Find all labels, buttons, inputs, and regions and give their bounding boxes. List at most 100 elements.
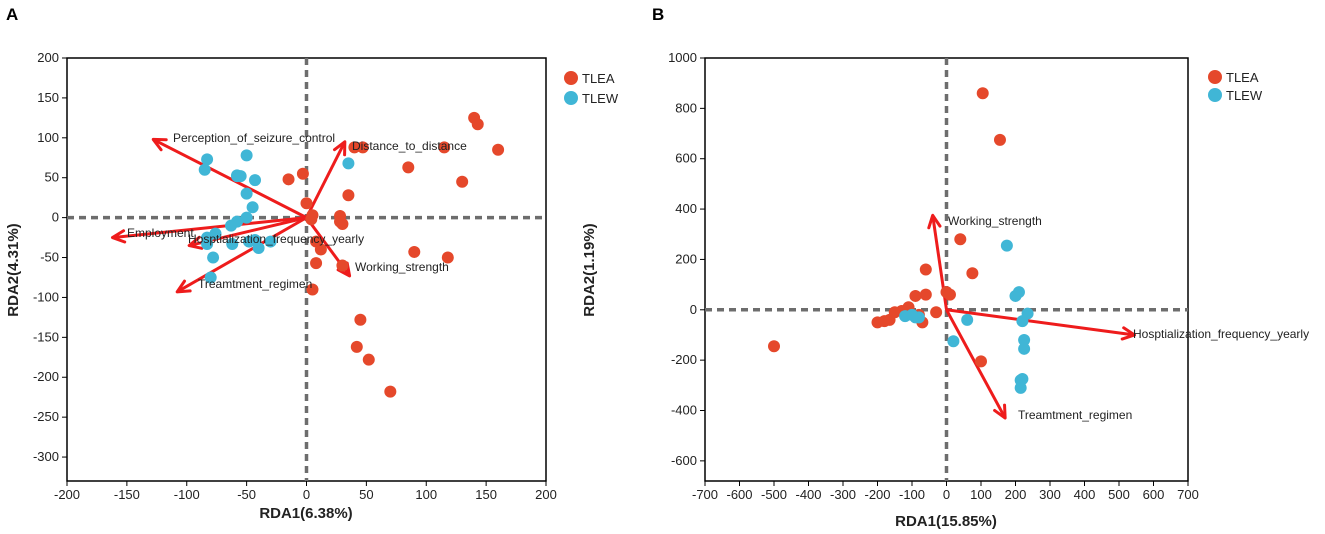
panel-b-arrow-shaft <box>946 308 1135 337</box>
panel-b-x-tick-label: 600 <box>1143 487 1165 502</box>
panel-a-point-tlew <box>240 149 253 162</box>
panel-b-point-tlea <box>768 340 780 353</box>
panel-a-x-tick-label: -50 <box>237 487 256 502</box>
panel-a-point-tlea <box>402 161 415 174</box>
panel-a-legend-tlea-label: TLEA <box>582 71 615 86</box>
panel-a-point-tlew <box>246 201 259 214</box>
panel-b-point-tlea <box>919 263 932 276</box>
panel-a-arrow-distance-to-distance <box>305 140 347 219</box>
panel-a-point-tlea <box>408 245 421 258</box>
panel-b-x-tick-label: 300 <box>1039 487 1061 502</box>
panel-b-point-tlew <box>1016 315 1029 328</box>
panel-b-legend-tlea-marker <box>1208 70 1222 84</box>
panel-a-arrow-shaft <box>112 216 307 240</box>
panel-b-point-tlew <box>1018 342 1031 355</box>
panel-b-label-working-strength: Working_strength <box>948 214 1042 228</box>
panel-a-point-tlew <box>342 157 355 170</box>
panel-a-arrow-head <box>111 229 127 244</box>
panel-a-point-tlea <box>348 141 361 154</box>
panel-b-point-tlew <box>961 313 974 326</box>
panel-b-point-tlew <box>1018 334 1031 346</box>
panel-a-point-tlew <box>240 187 253 200</box>
panel-a-point-tlea <box>296 167 309 180</box>
panel-a-label-working-strength: Working_strength <box>355 260 449 274</box>
panel-b-point-tlew <box>912 311 925 324</box>
panel-a-y-tick-label: -50 <box>40 250 59 265</box>
panel-b-arrow-head <box>927 213 942 230</box>
panel-a-point-tlew <box>231 169 244 182</box>
panel-a-arrow-head <box>151 137 168 152</box>
panel-a-y-tick-label: -200 <box>33 369 59 384</box>
panel-a-x-tick-label: 50 <box>359 487 373 502</box>
panel-a-point-tlea <box>310 257 323 270</box>
panel-a-point-tlea <box>334 215 347 228</box>
panel-a-point-tlea <box>456 175 469 188</box>
panel-b-points <box>768 87 1034 394</box>
panel-a-point-tlew <box>201 153 214 166</box>
panel-b-y-tick-label: -600 <box>671 453 697 468</box>
panel-a-legend-tlew-label: TLEW <box>582 91 619 106</box>
panel-a-point-tlea <box>350 340 363 353</box>
panel-a-x-tick-label: -100 <box>174 487 200 502</box>
panel-a-point-tlew <box>240 211 253 224</box>
panel-a-letter: A <box>6 5 18 24</box>
panel-b-legend-tlew-marker <box>1208 88 1222 102</box>
panel-a-point-tlew <box>207 251 220 264</box>
panel-b-x-tick-label: -200 <box>864 487 890 502</box>
panel-a-y-tick-label: 100 <box>37 130 59 145</box>
panel-b-point-tlea <box>930 306 943 319</box>
panel-a-point-tlea <box>305 213 318 226</box>
panel-a-y-tick-label: 0 <box>52 210 59 225</box>
panel-a-arrow-shaft <box>176 216 308 294</box>
panel-b-point-tlew <box>1016 373 1029 386</box>
panel-a-x-tick-label: -200 <box>54 487 80 502</box>
panel-a: A -200 -150 -100 -50 0 50 100 150 200 -300 -250 -2… <box>5 5 619 522</box>
panel-a-point-tlea <box>306 283 319 296</box>
panel-b-point-tlew <box>1000 239 1013 252</box>
panel-a-x-tick-label: -150 <box>114 487 140 502</box>
panel-b-arrow-head <box>993 403 1007 420</box>
panel-a-y-tick-label: 150 <box>37 90 59 105</box>
panel-a-legend: TLEA TLEW <box>564 71 619 106</box>
panel-b-y-tick-label: -400 <box>671 403 697 418</box>
panel-a-label-perception-of-seizure-control: Perception_of_seizure_control <box>173 131 335 145</box>
panel-a-label-employment: Employment <box>127 226 194 240</box>
panel-a-point-tlea <box>314 243 327 256</box>
panel-b-x-axis-title: RDA1(15.85%) <box>895 513 997 530</box>
panel-b-y-tick-label: 1000 <box>668 50 697 65</box>
panel-b-label-treamtment-regimen: Treamtment_regimen <box>1018 408 1132 422</box>
panel-a-y-ticks: -300 -250 -200 -150 -100 -50 0 50 100 150 200 <box>33 50 67 464</box>
panel-a-point-tlew <box>225 219 238 232</box>
panel-b-y-tick-label: 400 <box>675 201 697 216</box>
panel-a-point-tlea <box>441 251 454 264</box>
panel-a-points <box>198 111 505 398</box>
panel-a-y-tick-label: -100 <box>33 289 59 304</box>
panel-a-arrow-shaft <box>152 138 308 219</box>
panel-a-point-tlea <box>354 313 367 326</box>
panel-b-letter: B <box>652 5 664 24</box>
panel-a-y-tick-label: -150 <box>33 329 59 344</box>
panel-a-arrow-employment <box>111 216 307 244</box>
panel-a-point-tlea <box>342 189 355 202</box>
panel-a-legend-tlew-marker <box>564 91 578 105</box>
panel-a-point-tlew <box>204 271 217 284</box>
panel-a-point-tlew <box>264 235 277 248</box>
panel-b-y-tick-label: 800 <box>675 100 697 115</box>
panel-b-x-tick-label: 100 <box>970 487 992 502</box>
panel-b-x-tick-label: 700 <box>1177 487 1199 502</box>
panel-a-point-tlea <box>362 353 375 366</box>
panel-b-arrow-head <box>1120 326 1137 341</box>
panel-b-point-tlea <box>976 87 989 100</box>
panel-b-x-tick-label: -400 <box>795 487 821 502</box>
panel-a-arrow-head <box>187 235 204 250</box>
panel-b-point-tlea <box>943 288 956 301</box>
panel-b-legend-tlea-label: TLEA <box>1226 70 1259 85</box>
panel-b-point-tlea <box>975 355 987 368</box>
panel-a-zero-lines <box>67 58 546 481</box>
panel-b-x-tick-label: -700 <box>692 487 718 502</box>
panel-a-legend-tlea-marker <box>564 71 578 85</box>
panel-b-point-tlea <box>919 288 932 301</box>
panel-b-x-tick-label: 500 <box>1108 487 1130 502</box>
panel-a-point-tlea <box>282 173 295 186</box>
panel-b-x-tick-label: 0 <box>943 487 950 502</box>
